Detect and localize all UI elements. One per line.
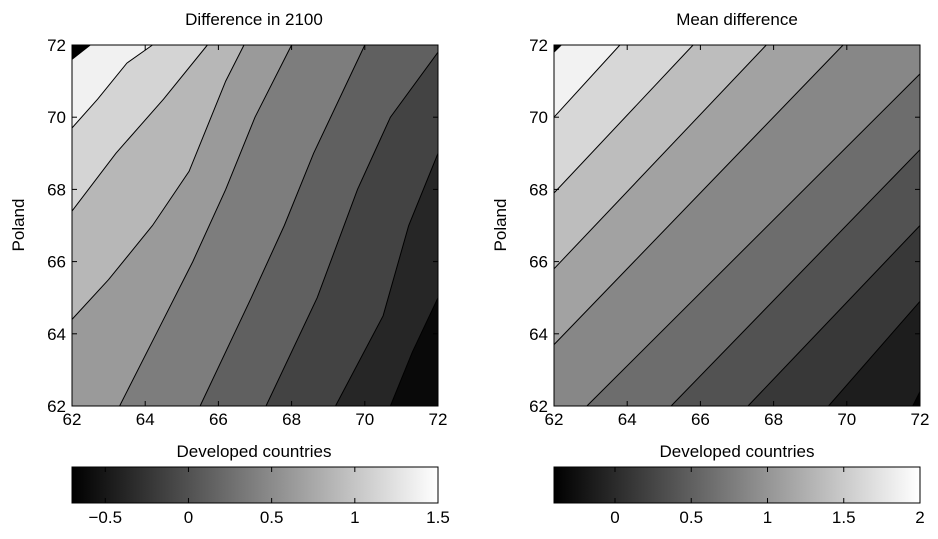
difference-2100-panel: Difference in 2100 62 64 66 68 70 72 62 64 66 68… [9, 10, 450, 527]
mean-difference-plot [553, 44, 921, 407]
mean-difference-contour-line-8 [553, 44, 621, 118]
mean-difference-contour-line-9 [553, 44, 562, 53]
difference-2100-y-tick-label: 66 [47, 253, 66, 272]
mean-difference-colorbar: 0 0.5 1 1.5 2 [553, 466, 925, 527]
mean-difference-x-tick-label: 66 [691, 410, 710, 429]
difference-2100-y-tick-label: 68 [47, 180, 66, 199]
mean-difference-contour-line-5 [553, 44, 844, 345]
difference-2100-x-ticks: 62 64 66 68 70 72 [63, 45, 448, 429]
difference-2100-axes-frame [71, 44, 439, 407]
mean-difference-colorbar-tick-label: 0.5 [679, 508, 703, 527]
difference-2100-colorbar-tick-label: 1.5 [426, 508, 450, 527]
difference-2100-contour-line-5 [71, 44, 245, 320]
mean-difference-colorbar-tick-label: 0 [610, 508, 619, 527]
mean-difference-title: Mean difference [676, 10, 798, 29]
mean-difference-colorbar-tick-label: 2 [915, 508, 924, 527]
mean-difference-contour-line-2 [747, 225, 921, 407]
mean-difference-contour-line-6 [553, 44, 767, 270]
mean-difference-x-tick-label: 70 [837, 410, 856, 429]
mean-difference-panel: Mean difference 62 64 66 68 70 72 62 64 66 68 70 7… [491, 10, 929, 527]
difference-2100-contour-line-2 [265, 51, 439, 407]
mean-difference-y-tick-label: 62 [529, 397, 548, 416]
difference-2100-contour-line-0 [389, 297, 439, 407]
difference-2100-colorbar-gradient [71, 466, 439, 504]
difference-2100-y-ticks: 62 64 66 68 70 72 [47, 36, 438, 416]
difference-2100-colorbar-tick-label: 0.5 [260, 508, 284, 527]
difference-2100-contour-line-3 [199, 44, 366, 407]
difference-2100-x-tick-label: 66 [209, 410, 228, 429]
mean-difference-y-tick-label: 66 [529, 253, 548, 272]
mean-difference-x-tick-label: 68 [764, 410, 783, 429]
mean-difference-axes-frame [553, 44, 921, 407]
difference-2100-y-tick-label: 72 [47, 36, 66, 55]
mean-difference-contour-line-1 [828, 300, 921, 407]
difference-2100-x-tick-label: 68 [282, 410, 301, 429]
difference-2100-band-8 [72, 45, 153, 128]
mean-difference-y-tick-label: 64 [529, 325, 548, 344]
difference-2100-y-tick-label: 64 [47, 325, 66, 344]
mean-difference-x-ticks: 62 64 66 68 70 72 [545, 45, 930, 429]
difference-2100-y-tick-label: 70 [47, 108, 66, 127]
difference-2100-colorbar-tick-label: 1 [350, 508, 359, 527]
difference-2100-xlabel: Developed countries [177, 442, 332, 461]
difference-2100-contour-line-1 [335, 153, 439, 407]
difference-2100-contour-line-6 [71, 44, 208, 212]
mean-difference-contour-line-0 [912, 391, 921, 407]
mean-difference-contour-line-4 [586, 73, 921, 407]
mean-difference-colorbar-tick-label: 1 [763, 508, 772, 527]
mean-difference-contour-line-7 [553, 44, 694, 194]
mean-difference-colorbar-tick-label: 1.5 [832, 508, 856, 527]
mean-difference-y-tick-label: 68 [529, 180, 548, 199]
mean-difference-y-ticks: 62 64 66 68 70 72 [529, 36, 920, 416]
difference-2100-x-tick-label: 64 [136, 410, 155, 429]
difference-2100-y-tick-label: 62 [47, 397, 66, 416]
mean-difference-y-tick-label: 72 [529, 36, 548, 55]
difference-2100-ylabel: Poland [9, 199, 28, 252]
difference-2100-colorbar: −0.5 0 0.5 1 1.5 [71, 466, 450, 527]
difference-2100-plot [71, 44, 439, 407]
difference-2100-contour-line-4 [119, 44, 293, 407]
difference-2100-contour-line-8 [71, 44, 91, 60]
mean-difference-x-tick-label: 62 [545, 410, 564, 429]
difference-2100-contour-line-7 [71, 44, 153, 129]
mean-difference-contour-line-3 [670, 149, 921, 407]
difference-2100-colorbar-tick-label: −0.5 [88, 508, 122, 527]
difference-2100-x-tick-label: 72 [429, 410, 448, 429]
difference-2100-x-tick-label: 70 [355, 410, 374, 429]
mean-difference-xlabel: Developed countries [660, 442, 815, 461]
difference-2100-title: Difference in 2100 [185, 10, 323, 29]
mean-difference-x-tick-label: 72 [911, 410, 930, 429]
mean-difference-ylabel: Poland [491, 199, 510, 252]
mean-difference-x-tick-label: 64 [618, 410, 637, 429]
difference-2100-colorbar-tick-label: 0 [184, 508, 193, 527]
difference-2100-x-tick-label: 62 [63, 410, 82, 429]
mean-difference-colorbar-gradient [553, 466, 921, 504]
mean-difference-y-tick-label: 70 [529, 108, 548, 127]
